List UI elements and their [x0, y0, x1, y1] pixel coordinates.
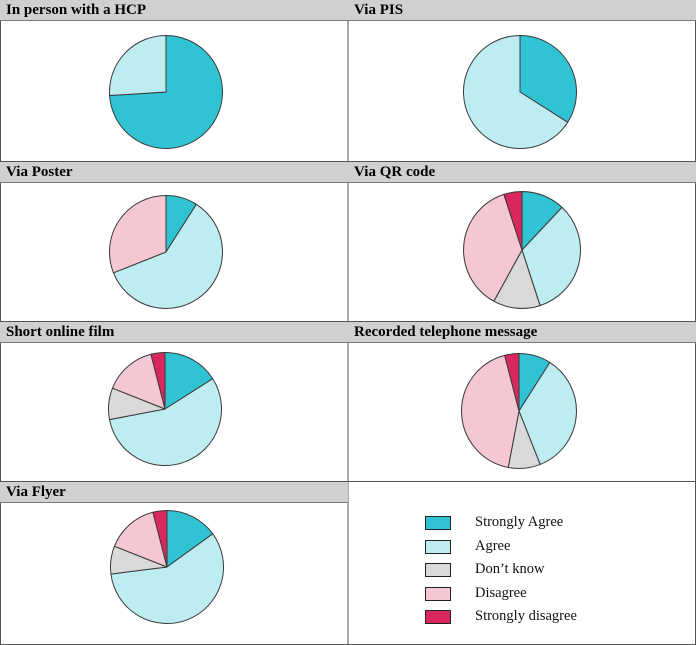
chart-cell-poster: Via Poster	[0, 162, 348, 322]
pie-slice-agree	[112, 203, 223, 310]
pie-slice-strongly-agree	[164, 352, 214, 410]
legend-label: Agree	[475, 538, 511, 554]
legend-label: Disagree	[475, 585, 527, 601]
pie-slice-agree	[521, 206, 581, 307]
chart-title: Via Poster	[0, 162, 348, 183]
legend-swatch	[425, 587, 451, 601]
legend-swatch	[425, 563, 451, 577]
pie-online-film	[108, 352, 222, 466]
chart-cell-pis: Via PIS	[348, 0, 696, 161]
pie-slice-disagree	[111, 353, 166, 410]
legend-label: Don’t know	[475, 561, 545, 577]
chart-cell-in-person: In person with a HCP	[0, 0, 348, 161]
pie-in-person	[109, 35, 223, 149]
pie-slice-agree	[109, 35, 167, 97]
pie-slice-strongly-agree	[166, 510, 214, 568]
pie-telephone	[461, 353, 577, 469]
chart-cell-qr-code: Via QR code	[348, 162, 696, 322]
pie-slice-strongly-disagree	[150, 352, 166, 410]
pie-slice-disagree	[113, 511, 168, 568]
pie-slice-disagree	[109, 195, 167, 274]
chart-title: Short online film	[0, 322, 348, 343]
pie-poster	[109, 195, 223, 310]
pie-flyer	[110, 510, 224, 625]
pie-slice-agree	[463, 35, 569, 149]
pie-slice-disagree	[461, 354, 520, 468]
pie-slice-agree	[110, 533, 224, 625]
pie-pis	[463, 35, 577, 149]
pie-slice-strongly-disagree	[504, 353, 520, 412]
pie-qr-code	[463, 191, 581, 309]
chart-title: Via Flyer	[0, 482, 348, 503]
pie-slice-strongly-disagree	[503, 191, 523, 251]
legend-label: Strongly disagree	[475, 608, 577, 624]
pie-slice-agree	[518, 361, 577, 465]
legend-swatch	[425, 516, 451, 530]
chart-cell-telephone: Recorded telephone message	[348, 322, 696, 482]
legend-label: Strongly Agree	[475, 514, 564, 530]
chart-title: Via QR code	[348, 162, 696, 183]
chart-cell-online-film: Short online film	[0, 322, 348, 482]
chart-title: Via PIS	[348, 0, 696, 21]
pie-slice-strongly-disagree	[152, 510, 168, 568]
chart-title: Recorded telephone message	[348, 322, 696, 343]
pie-slice-agree	[109, 378, 222, 466]
chart-cell-flyer: Via Flyer	[0, 482, 348, 645]
chart-title: In person with a HCP	[0, 0, 348, 21]
legend-swatch	[425, 540, 451, 554]
legend-swatch	[425, 610, 451, 624]
pie-slice-disagree	[463, 193, 523, 302]
